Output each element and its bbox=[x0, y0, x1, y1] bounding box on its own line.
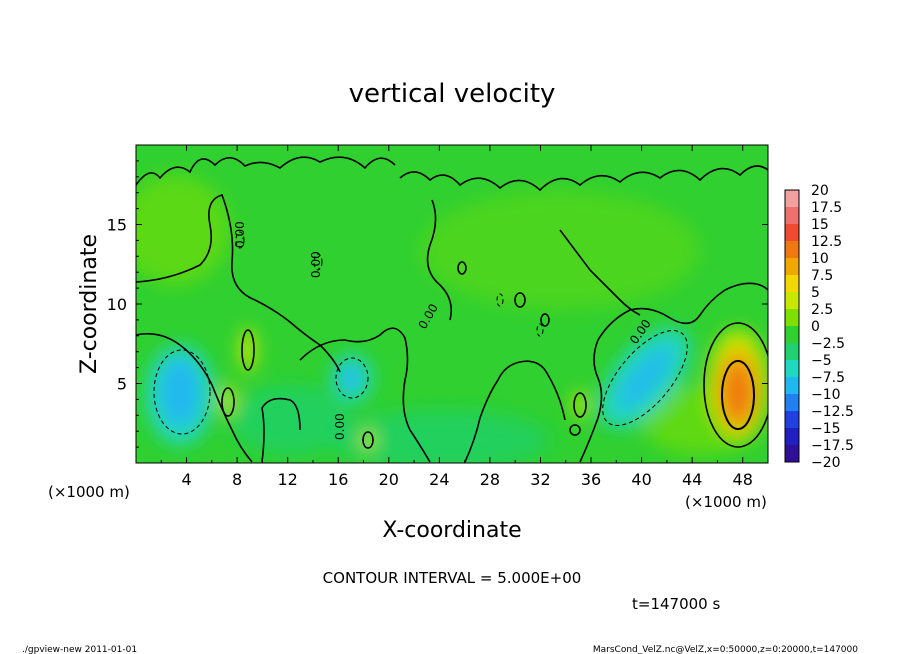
x-tick-label: 32 bbox=[530, 470, 550, 489]
colorbar-label: 0 bbox=[811, 319, 820, 335]
colorbar-swatch bbox=[785, 428, 799, 446]
x-axis: 4 8 12 16 20 24 28 32 36 40 44 48 bbox=[160, 145, 753, 489]
x-tick-label: 16 bbox=[328, 470, 348, 489]
time-label: t=147000 s bbox=[632, 595, 720, 613]
colorbar-swatch bbox=[785, 411, 799, 429]
y-axis: 5 10 15 bbox=[107, 160, 768, 448]
colorbar-label: −2.5 bbox=[811, 336, 845, 352]
colorbar-label: −17.5 bbox=[811, 438, 854, 454]
velocity-field bbox=[136, 175, 768, 463]
colorbar-label: 7.5 bbox=[811, 268, 833, 284]
colorbar-swatch bbox=[785, 275, 799, 293]
x-tick-label: 48 bbox=[733, 470, 753, 489]
colorbar-label: 15 bbox=[811, 217, 829, 233]
contour-lines bbox=[136, 156, 768, 463]
colorbar-label: −15 bbox=[811, 421, 841, 437]
x-tick-label: 20 bbox=[379, 470, 399, 489]
footer-right: MarsCond_VelZ.nc@VelZ,x=0:50000,z=0:2000… bbox=[593, 645, 858, 654]
contour-label: 0.00 bbox=[333, 413, 347, 440]
colorbar-label: −7.5 bbox=[811, 370, 845, 386]
x-tick-label: 24 bbox=[429, 470, 449, 489]
colorbar-label: −5 bbox=[811, 353, 832, 369]
x-tick-label: 8 bbox=[232, 470, 242, 489]
x-axis-label: X-coordinate bbox=[382, 518, 521, 543]
colorbar-swatch bbox=[785, 190, 799, 208]
colorbar-swatch bbox=[785, 292, 799, 310]
plot-area: 0.00 0.00 0.00 0.00 0.00 bbox=[136, 145, 768, 463]
colorbar-label: 5 bbox=[811, 285, 820, 301]
colorbar: 2017.51512.5107.552.50−2.5−5−7.5−10−12.5… bbox=[784, 183, 854, 471]
contour-label: 0.00 bbox=[233, 221, 247, 248]
colorbar-label: 10 bbox=[811, 251, 829, 267]
x-unit-label: (×1000 m) bbox=[48, 483, 130, 501]
colorbar-swatch bbox=[785, 445, 799, 463]
y-axis-label: Z-coordinate bbox=[77, 234, 102, 374]
colorbar-label: 17.5 bbox=[811, 200, 842, 216]
colorbar-swatch bbox=[785, 224, 799, 242]
footer-left: ./gpview-new 2011-01-01 bbox=[22, 645, 137, 654]
y-tick-label: 15 bbox=[107, 216, 127, 235]
colorbar-label: 12.5 bbox=[811, 234, 842, 250]
colorbar-swatch bbox=[785, 258, 799, 276]
contour-interval-text: CONTOUR INTERVAL = 5.000E+00 bbox=[323, 569, 582, 587]
x-tick-label: 44 bbox=[682, 470, 702, 489]
colorbar-swatch bbox=[785, 343, 799, 361]
colorbar-label: −20 bbox=[811, 455, 841, 471]
x-tick-label: 28 bbox=[480, 470, 500, 489]
y-tick-label: 10 bbox=[107, 295, 127, 314]
colorbar-frame bbox=[784, 189, 800, 463]
x-tick-label: 36 bbox=[581, 470, 601, 489]
x-tick-label: 40 bbox=[631, 470, 651, 489]
colorbar-swatch bbox=[785, 326, 799, 344]
colorbar-swatch bbox=[785, 207, 799, 225]
contour-label: 0.00 bbox=[309, 251, 323, 278]
colorbar-swatch bbox=[785, 360, 799, 378]
colorbar-swatch bbox=[785, 394, 799, 412]
x-tick-label: 4 bbox=[181, 470, 191, 489]
negative-contours bbox=[153, 231, 688, 435]
y-tick-label: 5 bbox=[117, 375, 127, 394]
colorbar-label: 20 bbox=[811, 183, 829, 199]
chart-title: vertical velocity bbox=[349, 79, 556, 109]
colorbar-swatch bbox=[785, 377, 799, 395]
colorbar-swatch bbox=[785, 309, 799, 327]
x-tick-label: 12 bbox=[278, 470, 298, 489]
y-unit-label: (×1000 m) bbox=[685, 493, 767, 511]
colorbar-label: −12.5 bbox=[811, 404, 854, 420]
colorbar-label: −10 bbox=[811, 387, 841, 403]
colorbar-swatch bbox=[785, 241, 799, 259]
colorbar-label: 2.5 bbox=[811, 302, 833, 318]
